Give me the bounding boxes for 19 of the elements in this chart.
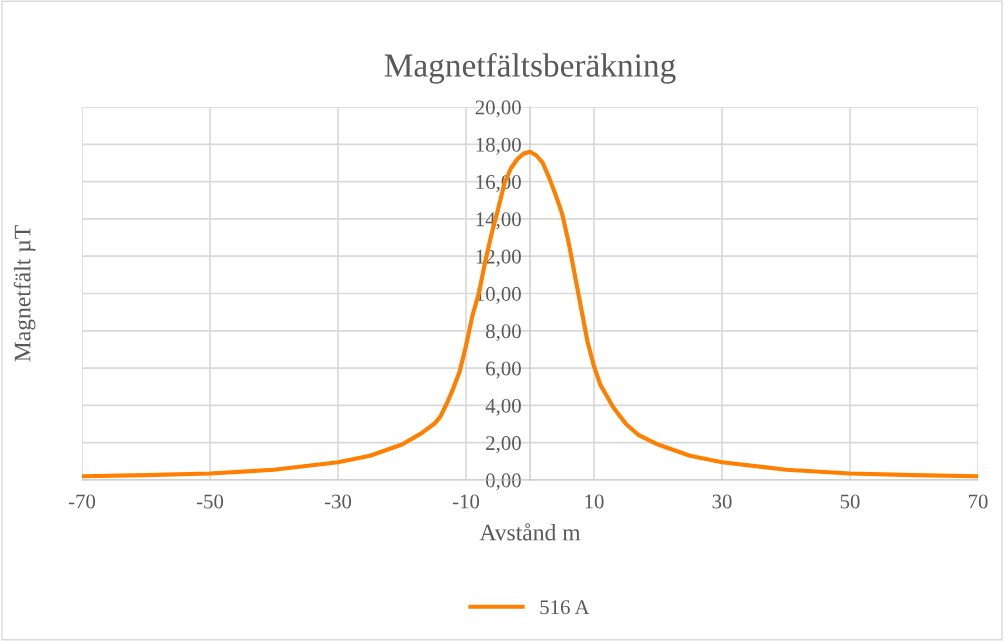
- y-tick-label: 2,00: [486, 436, 521, 454]
- y-axis-title: Magnetfält µT: [13, 225, 36, 362]
- y-tick-label: 0,00: [486, 473, 521, 491]
- y-tick-label: 8,00: [486, 324, 521, 342]
- x-tick-label: 10: [585, 494, 604, 509]
- x-tick-label: 70: [968, 494, 988, 509]
- x-tick-label: 50: [840, 494, 860, 509]
- legend-label: 516 A: [540, 600, 590, 615]
- x-tick-label: 30: [712, 494, 732, 509]
- x-tick-label: -50: [196, 494, 224, 509]
- y-tick-label: 18,00: [476, 137, 521, 155]
- y-tick-label: 20,00: [475, 100, 521, 118]
- y-tick-label: 6,00: [486, 361, 521, 379]
- chart-title: Magnetfältsberäkning: [384, 52, 676, 84]
- x-tick-label: -70: [68, 494, 96, 509]
- x-axis-title: Avstånd m: [479, 523, 581, 541]
- x-tick-label: -10: [452, 494, 480, 509]
- y-tick-label: 4,00: [485, 398, 521, 416]
- x-tick-label: -30: [324, 494, 352, 509]
